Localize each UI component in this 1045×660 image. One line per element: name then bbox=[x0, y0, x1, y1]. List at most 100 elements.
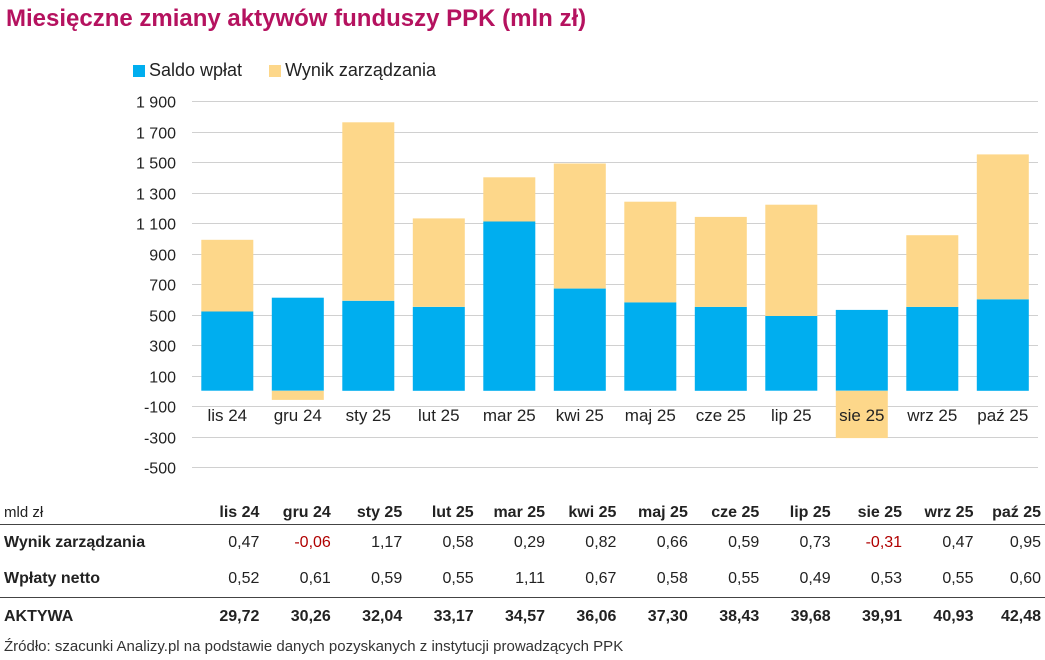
table-header-cell: sty 25 bbox=[330, 500, 403, 525]
x-axis-labels: lis 24 gru 24 sty 25 lut 25 mar 25 kwi 25 maj … bbox=[207, 406, 1028, 425]
table-cell: 0,60 bbox=[1009, 570, 1041, 587]
y-tick-label: 300 bbox=[149, 339, 176, 356]
table-row-label: Wynik zarządzania bbox=[4, 534, 146, 551]
bar-wynik-zarzadzania bbox=[342, 122, 395, 301]
table-unit-label: mld zł bbox=[0, 500, 188, 525]
legend-swatch-saldo-wplat bbox=[133, 64, 145, 77]
legend-item-wynik-zarzadzania: Wynik zarządzania bbox=[269, 60, 436, 81]
bar-wynik-zarzadzania bbox=[201, 239, 254, 312]
x-tick-label: cze 25 bbox=[696, 406, 746, 425]
table-header-row: mld zł lis 24 gru 24 sty 25 lut 25 mar 25 kwi… bbox=[0, 500, 1045, 525]
table-header-cell: lut 25 bbox=[402, 500, 474, 525]
table-cell: 0,55 bbox=[942, 570, 974, 587]
table-cell: 0,49 bbox=[799, 570, 831, 587]
table-cell: 39,68 bbox=[759, 597, 831, 636]
table-cell: 0,67 bbox=[585, 570, 617, 587]
bar-wynik-zarzadzania bbox=[271, 390, 324, 400]
table-cell: 37,30 bbox=[616, 597, 688, 636]
bar-wynik-zarzadzania bbox=[483, 177, 536, 222]
y-axis-labels: 1 900 1 700 1 500 1 300 1 100 900 700 500 300 100… bbox=[136, 95, 176, 478]
legend: Saldo wpłat Wynik zarządzania bbox=[133, 60, 458, 82]
source-note: Źródło: szacunki Analizy.pl na podstawie… bbox=[4, 638, 624, 655]
table-cell: 0,95 bbox=[1009, 534, 1041, 551]
y-tick-label: 100 bbox=[149, 370, 176, 387]
table-row: Wpłaty netto 0,52 0,61 0,59 0,55 1,11 0,67 0,58… bbox=[0, 561, 1045, 598]
y-tick-label: 1 700 bbox=[136, 126, 176, 143]
bar-wynik-zarzadzania bbox=[624, 201, 677, 303]
bar-saldo-wplat bbox=[835, 309, 888, 391]
table-header-cell: sie 25 bbox=[830, 500, 903, 525]
y-tick-label: 1 100 bbox=[136, 217, 176, 234]
table-row: Wynik zarządzania 0,47 -0,06 1,17 0,58 0,29 0,… bbox=[0, 525, 1045, 562]
bar-saldo-wplat bbox=[201, 311, 254, 391]
bar-saldo-wplat bbox=[342, 300, 395, 391]
table-cell: 38,43 bbox=[687, 597, 760, 636]
table-cell: 1,17 bbox=[371, 534, 403, 551]
bar-saldo-wplat bbox=[694, 306, 747, 391]
legend-swatch-wynik-zarzadzania bbox=[269, 64, 282, 77]
y-tick-label: -100 bbox=[144, 400, 176, 417]
legend-label-saldo-wplat: Saldo wpłat bbox=[149, 60, 243, 80]
bar-saldo-wplat bbox=[906, 306, 959, 391]
table-total-row: AKTYWA 29,72 30,26 32,04 33,17 34,57 36,06 37,3… bbox=[0, 597, 1045, 636]
y-tick-label: 900 bbox=[149, 248, 176, 265]
x-tick-label: lip 25 bbox=[771, 406, 812, 425]
table-cell: 0,58 bbox=[442, 534, 474, 551]
bar-saldo-wplat bbox=[271, 297, 324, 391]
legend-label-wynik-zarzadzania: Wynik zarządzania bbox=[285, 60, 436, 80]
table-cell: 34,57 bbox=[473, 597, 546, 636]
bar-wynik-zarzadzania bbox=[412, 218, 465, 307]
x-tick-label: kwi 25 bbox=[556, 406, 604, 425]
table-header-cell: cze 25 bbox=[687, 500, 760, 525]
y-tick-label: 1 500 bbox=[136, 156, 176, 173]
table-cell: 0,29 bbox=[513, 534, 546, 551]
table-cell: -0,31 bbox=[865, 534, 903, 551]
bar-saldo-wplat bbox=[483, 221, 536, 391]
bar-saldo-wplat bbox=[976, 299, 1029, 391]
table-cell: 0,61 bbox=[299, 570, 331, 587]
table-cell: 0,59 bbox=[728, 534, 760, 551]
y-tick-label: 500 bbox=[149, 309, 176, 326]
table-cell: 36,06 bbox=[545, 597, 617, 636]
x-tick-label: sie 25 bbox=[839, 406, 884, 425]
x-tick-label: gru 24 bbox=[274, 406, 322, 425]
bar-wynik-zarzadzania bbox=[906, 235, 959, 307]
table-row-label: AKTYWA bbox=[0, 597, 188, 636]
table-header-cell: kwi 25 bbox=[545, 500, 617, 525]
table-cell: 0,58 bbox=[656, 570, 688, 587]
bars bbox=[201, 122, 1029, 439]
y-tick-label: -300 bbox=[144, 431, 176, 448]
stacked-bar-chart: 1 900 1 700 1 500 1 300 1 100 900 700 500 300 100… bbox=[136, 95, 1038, 478]
y-tick-label: 1 300 bbox=[136, 187, 176, 204]
x-tick-label: lut 25 bbox=[418, 406, 460, 425]
chart-title: Miesięczne zmiany aktywów funduszy PPK (… bbox=[6, 5, 587, 32]
table-cell: 0,66 bbox=[656, 534, 688, 551]
table-cell: 0,59 bbox=[371, 570, 403, 587]
table-cell: 39,91 bbox=[830, 597, 903, 636]
table-cell: 30,26 bbox=[259, 597, 331, 636]
table-cell: 32,04 bbox=[330, 597, 403, 636]
y-tick-label: 1 900 bbox=[136, 95, 176, 112]
table-cell: 0,52 bbox=[228, 570, 260, 587]
bar-saldo-wplat bbox=[765, 316, 818, 391]
table-cell: 40,93 bbox=[902, 597, 974, 636]
table-header-cell: lis 24 bbox=[188, 500, 260, 525]
table-cell: 0,47 bbox=[228, 534, 260, 551]
bar-saldo-wplat bbox=[624, 302, 677, 391]
bar-saldo-wplat bbox=[412, 306, 465, 391]
table-row-label: Wpłaty netto bbox=[4, 570, 100, 587]
table-cell: 33,17 bbox=[402, 597, 474, 636]
y-tick-label: 700 bbox=[149, 278, 176, 295]
table-header-cell: gru 24 bbox=[259, 500, 331, 525]
table-header-cell: mar 25 bbox=[473, 500, 546, 525]
table-cell: 0,53 bbox=[870, 570, 903, 587]
table-cell: 0,47 bbox=[942, 534, 974, 551]
table-header-cell: paź 25 bbox=[973, 500, 1045, 525]
table-header-cell: maj 25 bbox=[616, 500, 688, 525]
x-tick-label: paź 25 bbox=[977, 406, 1028, 425]
bar-wynik-zarzadzania bbox=[553, 163, 606, 289]
bar-wynik-zarzadzania bbox=[694, 216, 747, 307]
x-tick-label: wrz 25 bbox=[906, 406, 957, 425]
table-header-cell: lip 25 bbox=[759, 500, 831, 525]
gridlines bbox=[192, 101, 1038, 468]
